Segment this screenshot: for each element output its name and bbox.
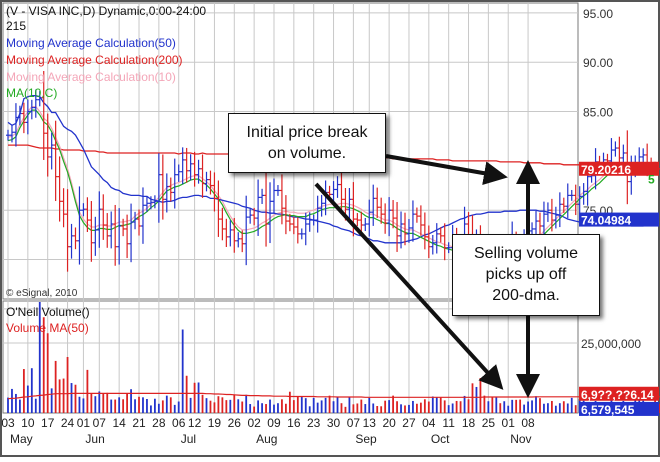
date-tick-label: 01 — [77, 416, 91, 430]
date-tick-label: 06 — [172, 416, 186, 430]
last-value-sma200: 79.20216 — [579, 161, 659, 177]
last-value-labels-layer: 79.20216 5 74.04984 6,9??,??6.146,579,545 — [579, 161, 659, 417]
date-tick-label: 24 — [61, 416, 75, 430]
date-tick-label: 19 — [208, 416, 222, 430]
month-label: Jun — [85, 432, 104, 446]
date-tick-label: 27 — [402, 416, 416, 430]
last-value-sma200-text: 79.20216 — [581, 163, 631, 177]
date-tick-label: 17 — [41, 416, 55, 430]
month-label: Oct — [431, 432, 450, 446]
month-label: Sep — [355, 432, 377, 446]
month-label: Jul — [181, 432, 196, 446]
legend-ma10-calc: Moving Average Calculation(10) — [6, 70, 176, 84]
date-tick-label: 21 — [132, 416, 146, 430]
date-tick-label: 10 — [21, 416, 35, 430]
last-value-volume-ma-bg — [579, 386, 659, 401]
date-tick-label: 28 — [152, 416, 166, 430]
date-tick-label: 03 — [1, 416, 15, 430]
date-tick-label: 12 — [188, 416, 202, 430]
legend-volume-ma: Volume MA(50) — [6, 321, 89, 335]
legend-sma50: Moving Average Calculation(50) — [6, 36, 176, 50]
copyright-label: © eSignal, 2010 — [6, 288, 78, 299]
volume-tick-label: 25,000,000 — [581, 337, 641, 351]
date-tick-label: 25 — [482, 416, 496, 430]
callout-selling-volume: Selling volume picks up off 200-dma. — [452, 234, 600, 316]
month-label: Nov — [510, 432, 531, 446]
date-tick-label: 23 — [307, 416, 321, 430]
arrow-to-price-break — [385, 154, 508, 186]
date-tick-label: 08 — [521, 416, 535, 430]
date-tick-label: 20 — [382, 416, 396, 430]
sma50-line — [7, 95, 656, 244]
chart-title: (V - VISA INC,D) Dynamic,0:00-24:00 — [6, 4, 206, 18]
date-tick-label: 01 — [502, 416, 516, 430]
legend-ma10c: MA(10,C) — [6, 86, 57, 100]
callout-price-break: Initial price break on volume. — [228, 113, 386, 173]
price-tick-label: 95.00 — [583, 7, 613, 21]
date-tick-label: 16 — [287, 416, 301, 430]
legend-sma200: Moving Average Calculation(200) — [6, 53, 183, 67]
date-tick-label: 18 — [462, 416, 476, 430]
month-label: Aug — [256, 432, 277, 446]
date-tick-label: 07 — [347, 416, 361, 430]
last-value-volume-ma: 6,9??,??6.14 — [579, 386, 659, 402]
date-tick-label: 14 — [112, 416, 126, 430]
date-tick-label: 26 — [228, 416, 242, 430]
price-tick-label: 85.00 — [583, 106, 613, 120]
last-value-volume-ma-text: 6,9??,??6.14 — [581, 388, 654, 402]
last-value-ma10c: 5 — [648, 173, 655, 187]
date-tick-label: 02 — [247, 416, 261, 430]
last-value-sma50-bg — [579, 212, 659, 227]
volume-ma50-line — [7, 392, 660, 400]
arrow-to-volume-break — [314, 182, 504, 390]
date-tick-label: 11 — [442, 416, 455, 430]
date-tick-label: 09 — [267, 416, 281, 430]
ticker-line: 215 — [6, 19, 26, 33]
volume-panel-title: O'Neil Volume() — [6, 305, 90, 319]
last-value-volume-text: 6,579,545 — [581, 403, 635, 417]
last-value-sma200-bg — [579, 161, 659, 176]
date-tick-label: 13 — [363, 416, 377, 430]
date-tick-label: 30 — [327, 416, 341, 430]
last-value-sma50: 74.04984 — [579, 212, 659, 228]
last-value-volume: 6,579,545 — [579, 401, 659, 417]
last-value-sma50-text: 74.04984 — [581, 214, 631, 228]
date-tick-label: 04 — [422, 416, 436, 430]
date-tick-label: 07 — [93, 416, 107, 430]
price-tick-label: 90.00 — [583, 56, 613, 70]
last-value-volume-bg — [579, 401, 659, 416]
month-label: May — [10, 432, 33, 446]
